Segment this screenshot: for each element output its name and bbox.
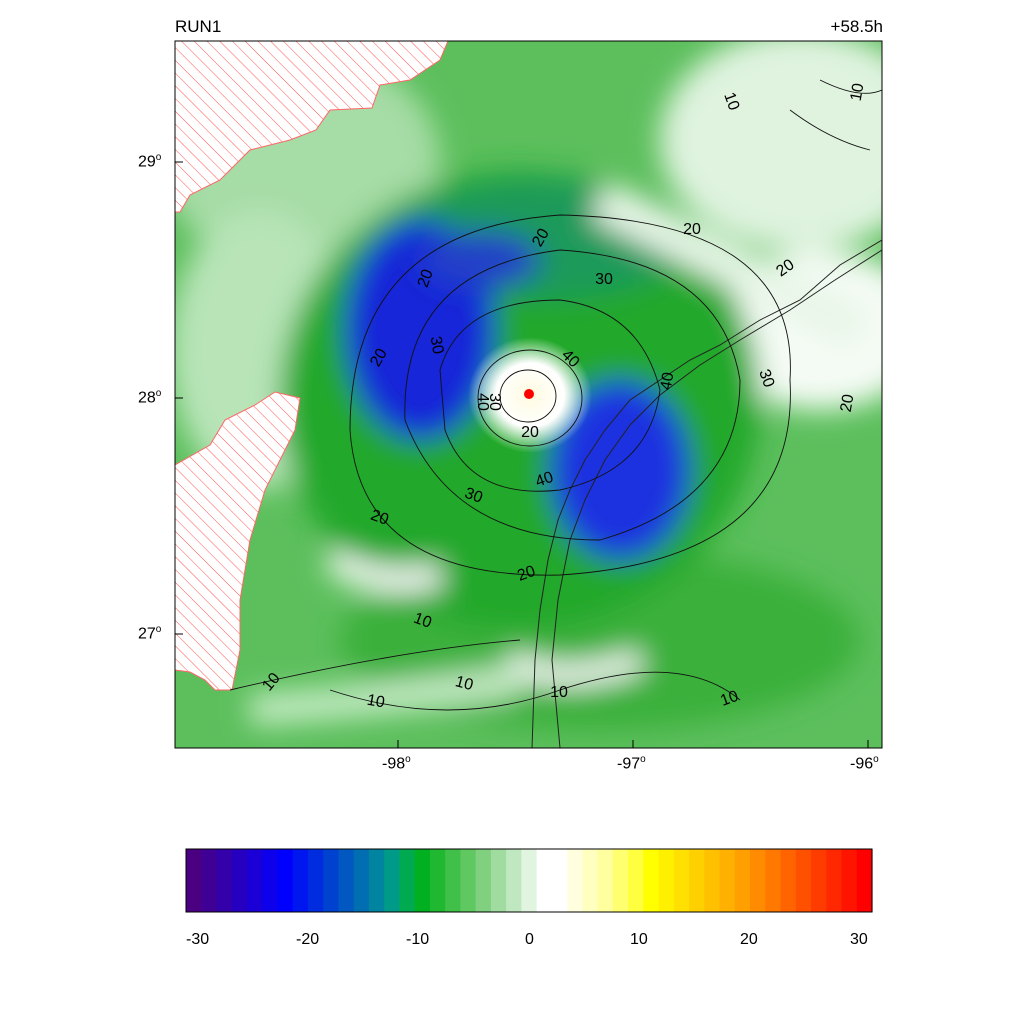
colorbar-cell	[506, 849, 522, 912]
lat-tick-label: 27o	[138, 624, 162, 643]
lon-tick-label: -97o	[617, 754, 646, 773]
colorbar-cell	[323, 849, 340, 912]
contour-label: 30	[486, 393, 503, 411]
colorbar-cell	[795, 849, 812, 912]
colorbar-cell	[277, 849, 294, 912]
colorbar-cell	[826, 849, 843, 912]
lat-tick-label: 29o	[138, 152, 162, 171]
run-label: RUN1	[175, 17, 222, 36]
colorbar-tick-label: 30	[850, 931, 868, 948]
colorbar-cell	[612, 849, 629, 912]
contour-label: 30	[755, 367, 777, 390]
colorbar-cell	[368, 849, 385, 912]
map-frame	[174, 40, 883, 749]
contour-label: 10	[718, 688, 741, 710]
contour-label: 30	[462, 485, 485, 507]
colorbar-cell	[567, 849, 583, 912]
colorbar-cell	[307, 849, 324, 912]
colorbar-cell	[246, 849, 263, 912]
colorbar-cell	[399, 849, 416, 912]
masked-region-left	[175, 391, 301, 691]
colorbar-tick-label: -20	[296, 931, 320, 948]
contour-label: 20	[683, 221, 701, 238]
colorbar-cell	[262, 849, 279, 912]
contour-label: 20	[415, 267, 437, 290]
map-area	[175, 41, 882, 748]
colorbar-cell	[719, 849, 736, 912]
contour-label: 20	[367, 346, 391, 370]
colorbar-tick-label: 20	[740, 931, 758, 948]
colorbar-cell	[231, 849, 248, 912]
colorbar-cell	[673, 849, 690, 912]
colorbar-cell	[750, 849, 766, 912]
contour-label: 30	[427, 335, 447, 356]
colorbar-cell	[551, 849, 568, 912]
colorbar-cell	[201, 849, 218, 912]
colorbar-cell	[445, 849, 461, 912]
colorbar-cell	[841, 849, 858, 912]
tick-marks	[175, 161, 869, 748]
colorbar-cell	[353, 849, 370, 912]
masked-region-top	[175, 41, 449, 213]
colorbar-cell	[658, 849, 675, 912]
colorbar-cell	[460, 849, 477, 912]
colorbar-cell	[811, 849, 827, 912]
colorbar	[186, 849, 873, 912]
colorbar-frame	[185, 848, 873, 913]
lon-tick-label: -98o	[382, 754, 411, 773]
colorbar-cell	[475, 849, 492, 912]
colorbar-tick-label: 10	[630, 931, 648, 948]
colorbar-cell	[597, 849, 614, 912]
storm-center-marker	[524, 389, 534, 399]
colorbar-tick-label: -30	[186, 931, 210, 948]
colorbar-tick-label: -10	[406, 931, 430, 948]
colorbar-cell	[856, 849, 873, 912]
lon-tick-label: -96o	[850, 754, 879, 773]
colorbar-cell	[490, 849, 507, 912]
colorbar-cell	[338, 849, 355, 912]
colorbar-cell	[582, 849, 599, 912]
contour-label: 10	[411, 610, 434, 632]
colorbar-cell	[414, 849, 431, 912]
contour-label: 10	[720, 90, 742, 113]
colorbar-cell	[780, 849, 797, 912]
colorbar-tick-label: 0	[525, 931, 534, 948]
colorbar-cell	[643, 849, 660, 912]
colorbar-cell	[186, 849, 202, 912]
contour-label: 40	[533, 469, 556, 491]
colorbar-cell	[628, 849, 644, 912]
contour-label: 20	[838, 393, 858, 414]
contour-label: 10	[366, 692, 387, 712]
colorbar-cell	[429, 849, 446, 912]
contour-label: 20	[515, 563, 538, 585]
contour-label: 20	[368, 507, 391, 529]
contour-label: 40	[474, 393, 491, 411]
contour-lines	[229, 79, 882, 711]
colorbar-cell	[704, 849, 721, 912]
contour-label: 20	[529, 226, 553, 250]
colorbar-cell	[734, 849, 751, 912]
contour-label: 10	[848, 82, 868, 103]
colorbar-cell	[384, 849, 401, 912]
barrier-island	[551, 249, 882, 748]
colorbar-cell	[689, 849, 705, 912]
colorbar-cell	[521, 849, 538, 912]
colorbar-cell	[216, 849, 233, 912]
lat-tick-label: 28o	[138, 388, 162, 407]
colorbar-cell	[765, 849, 782, 912]
contour-label: 20	[521, 424, 539, 441]
colorbar-cell	[292, 849, 309, 912]
contour-label: 10	[550, 684, 568, 701]
colorbar-cell	[536, 849, 553, 912]
forecast-time-label: +58.5h	[830, 17, 883, 36]
contour-label: 30	[595, 271, 613, 288]
contour-label: 10	[453, 673, 475, 694]
contour-label: 40	[658, 371, 678, 392]
